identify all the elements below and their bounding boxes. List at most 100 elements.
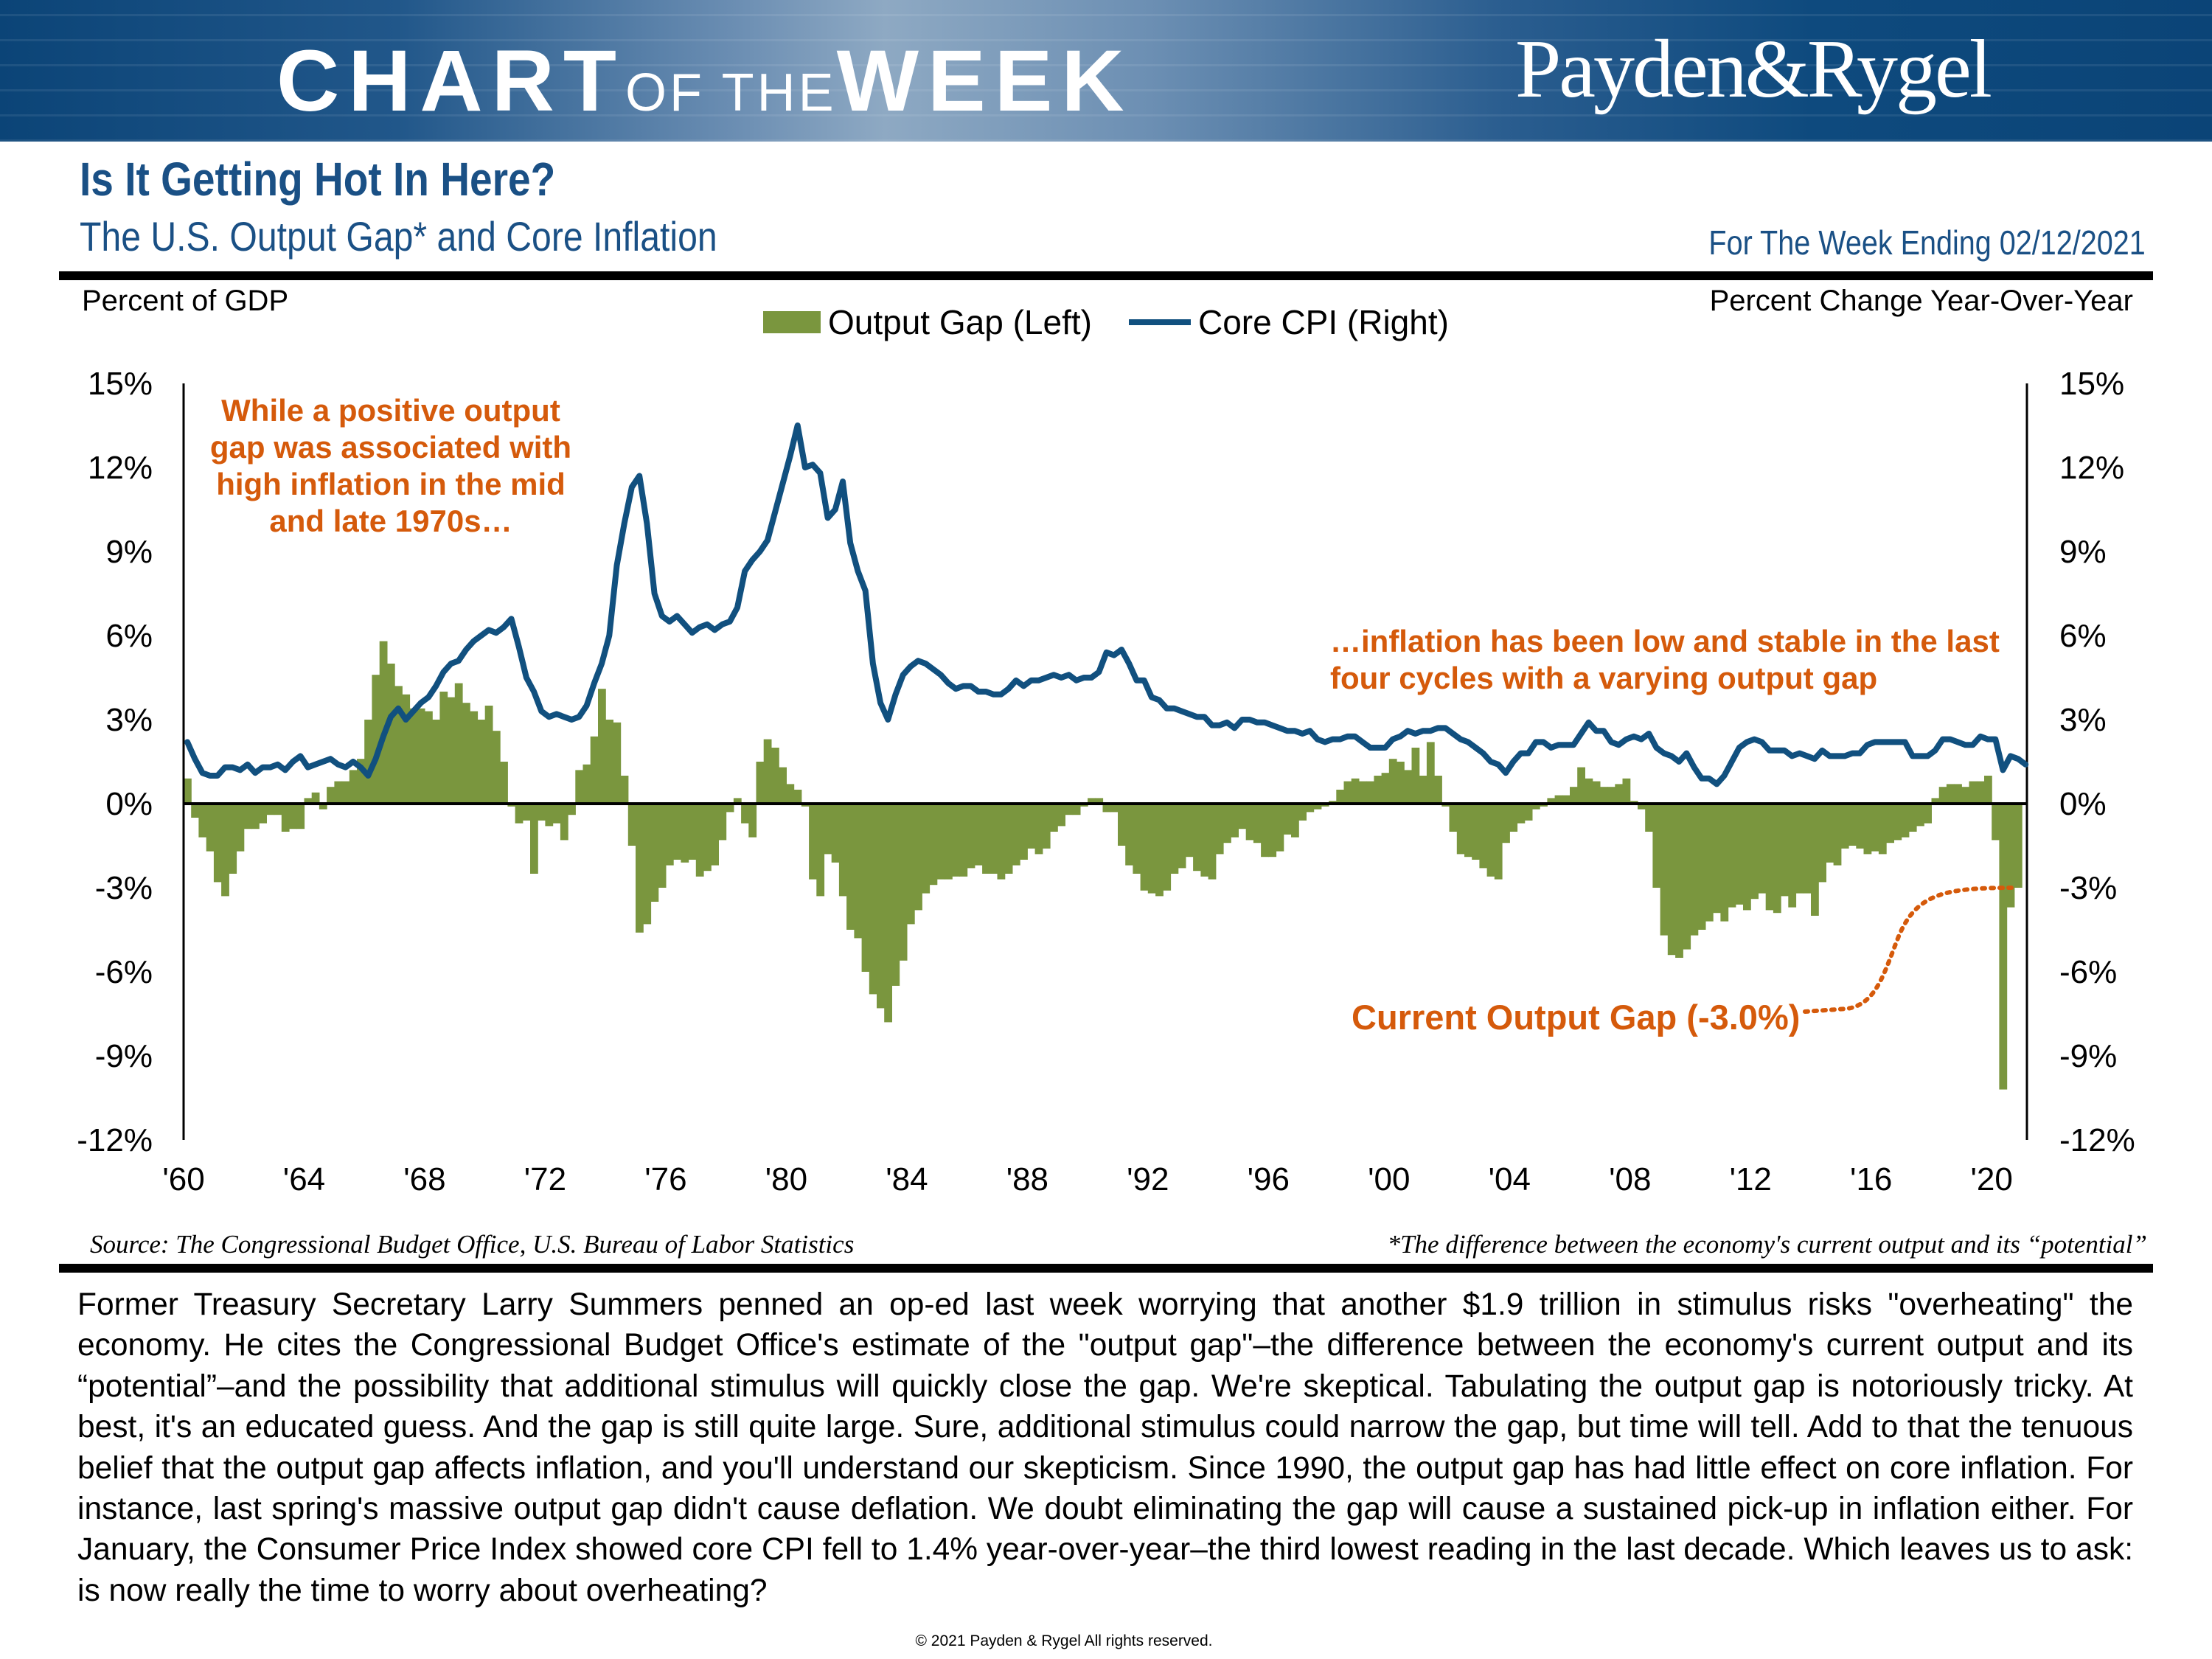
output-gap-bar [1592,781,1601,804]
output-gap-bar [1245,804,1254,841]
output-gap-bar [1924,804,1932,824]
output-gap-bar [206,804,215,852]
output-gap-bar [372,675,380,804]
divider [59,1264,2153,1273]
output-gap-bar [1170,804,1179,874]
output-gap-bar [1833,804,1842,866]
left-y-tick-label: -6% [95,954,153,990]
output-gap-bar [891,804,900,986]
output-gap-bar [1773,804,1781,914]
output-gap-bar [1826,804,1834,863]
annotation-line: and late 1970s… [269,504,512,538]
output-gap-bar [1110,804,1119,813]
annotation-line: …inflation has been low and stable in th… [1330,624,2000,658]
output-gap-bar [274,804,282,815]
x-tick-label: '08 [1609,1161,1651,1197]
output-gap-bar [982,804,990,874]
output-gap-bar [1599,787,1608,804]
output-gap-bar [243,804,252,830]
logo-week: WEEK [836,32,1133,130]
output-gap-bar [1313,804,1322,810]
output-gap-bar [1765,804,1774,911]
output-gap-bar [974,804,983,866]
output-gap-bar [545,804,554,827]
output-gap-bar [1863,804,1872,855]
output-gap-bar [1434,776,1442,804]
output-gap-bar [386,664,395,804]
output-gap-bar [1494,804,1503,880]
logo-ofthe: OF THE [625,63,837,122]
output-gap-bar [665,804,674,866]
output-gap-bar [711,804,719,866]
output-gap-bar [552,804,561,824]
output-gap-bar [1298,804,1307,821]
right-y-tick-label: 12% [2059,450,2124,486]
output-gap-bar [1908,804,1917,832]
output-gap-bar [1404,770,1412,804]
x-tick-label: '12 [1730,1161,1772,1197]
output-gap-bar [1607,787,1615,804]
output-gap-bar [1554,795,1563,804]
output-gap-bar [229,804,237,874]
output-gap-bar [1954,784,1962,804]
output-gap-bar [259,804,267,824]
x-tick-label: '76 [644,1161,686,1197]
output-gap-bar [1057,804,1065,827]
output-gap-bar [1020,804,1028,860]
annotation-line: gap was associated with [209,430,572,465]
left-axis-title: Percent of GDP [82,285,289,317]
output-gap-bar [1803,804,1812,894]
output-gap-bar [1728,804,1736,908]
page-title: Is It Getting Hot In Here? [80,153,556,206]
output-gap-bar [1638,804,1646,810]
output-gap-bar [1336,790,1345,804]
right-y-tick-label: 15% [2059,366,2124,402]
legend: Output Gap (Left) Core CPI (Right) [763,302,1449,342]
annotation-1970s: While a positive output gap was associat… [177,392,605,540]
output-gap-bar [1388,759,1397,804]
output-gap-bar [748,804,757,838]
output-gap-bar [741,804,749,824]
output-gap-bar [793,790,802,804]
output-gap-bar [1072,804,1081,815]
output-gap-bar [620,776,629,804]
output-gap-bar [327,787,335,804]
output-gap-bar [1509,804,1518,832]
output-gap-bar [605,720,613,804]
output-gap-bar [1411,748,1420,804]
output-gap-bar [1479,804,1488,869]
right-y-tick-label: 9% [2059,534,2107,570]
output-gap-bar [824,804,832,855]
left-y-tick-label: 9% [105,534,153,570]
week-ending-date: For The Week Ending 02/12/2021 [1708,223,2146,262]
left-y-tick-label: 12% [88,450,153,486]
output-gap-bar [1690,804,1699,936]
output-gap-bar [929,804,938,886]
output-gap-bar [1916,804,1924,827]
output-gap-bar [1261,804,1269,858]
output-gap-bar [1223,804,1231,844]
output-gap-bar [1531,804,1540,810]
output-gap-bar [869,804,877,995]
chart-of-the-week-logo: CHARTOF THEWEEK [276,31,1133,131]
output-gap-bar [1976,781,1985,804]
output-gap-bar [251,804,260,830]
output-gap-bar [1931,798,1940,804]
output-gap-bar [598,689,606,804]
output-gap-bar [884,804,892,1023]
output-gap-bar [184,778,192,804]
output-gap-bar [1102,804,1111,813]
output-gap-bar [763,739,772,804]
output-gap-bar [1713,804,1721,914]
output-gap-bar [1306,804,1315,813]
output-gap-bar [627,804,636,846]
output-gap-bar [1283,804,1292,835]
output-gap-bar [779,767,787,804]
output-gap-bar [2014,804,2023,888]
output-gap-bar [1208,804,1217,880]
output-gap-bar [1517,804,1526,824]
output-gap-bar [1486,804,1495,877]
output-gap-bar [447,697,456,804]
footnote: *The difference between the economy's cu… [1387,1230,2147,1259]
x-tick-label: '20 [1971,1161,2013,1197]
